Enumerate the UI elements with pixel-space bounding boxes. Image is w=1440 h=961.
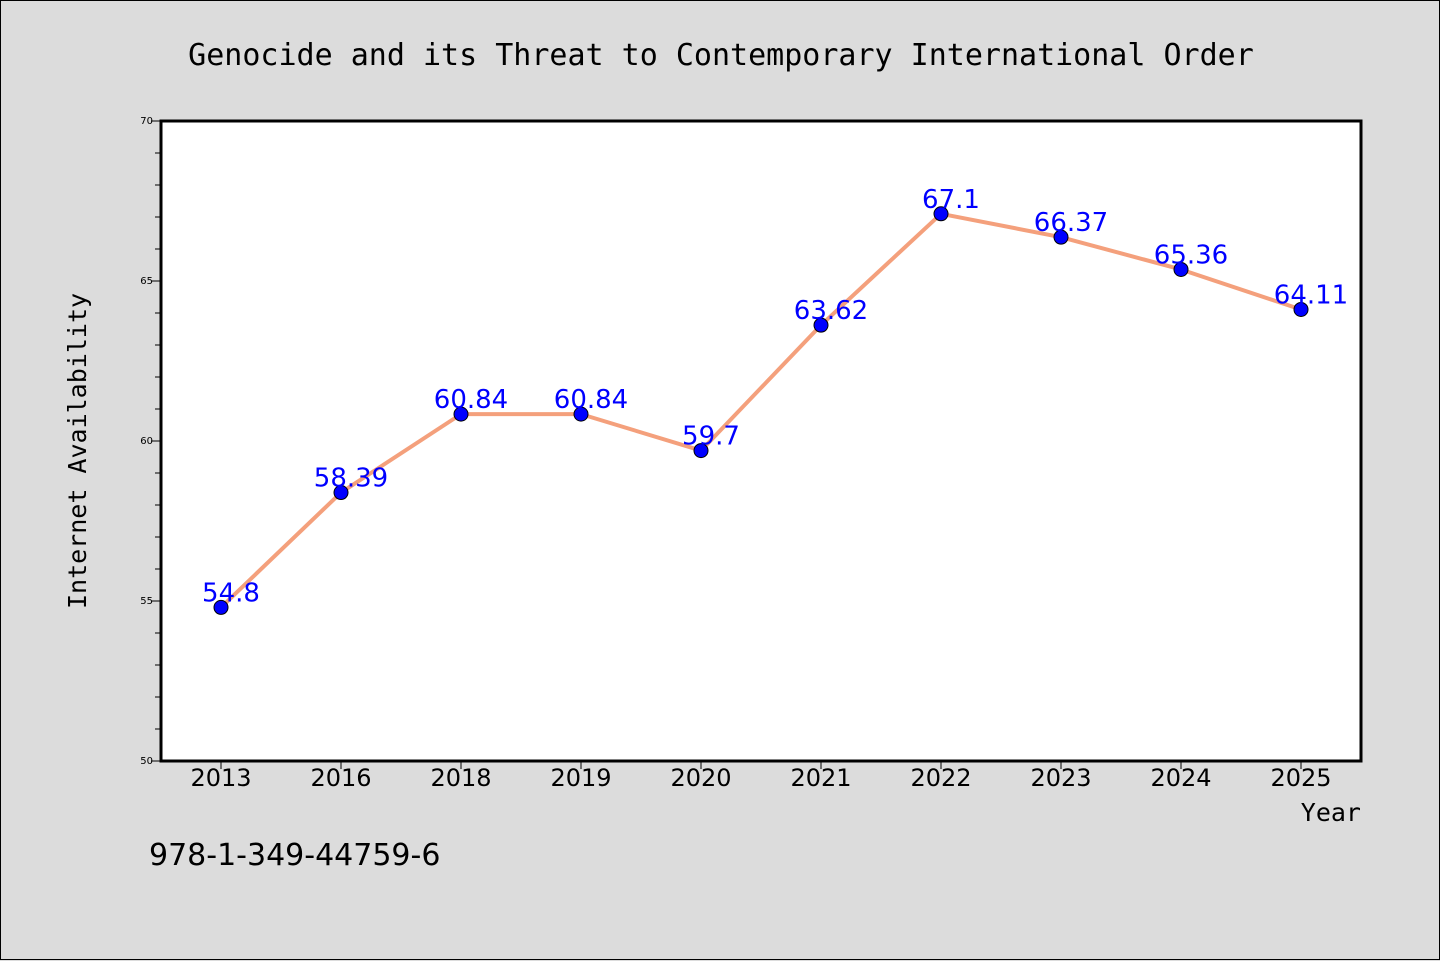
x-tick-label: 2021: [790, 764, 851, 792]
x-tick-label: 2025: [1270, 764, 1331, 792]
series-line: [219, 211, 1302, 609]
x-tick-label: 2018: [430, 764, 491, 792]
y-tick-label: 60: [140, 436, 153, 447]
data-point: [933, 206, 949, 222]
data-label: 60.84: [434, 385, 508, 415]
x-tick-label: 2016: [310, 764, 371, 792]
x-tick-label: 2022: [910, 764, 971, 792]
y-axis-ticks: 50 55 60 65 70: [140, 116, 161, 767]
x-axis-label: Year: [1301, 798, 1361, 827]
data-point: [813, 317, 829, 333]
y-axis-label: Internet Availability: [63, 293, 92, 609]
data-label: 59.7: [682, 422, 740, 452]
x-axis-ticks: 2013 2016 2018 2019 2020 2021 2022 2023 2024 2025: [190, 761, 1332, 792]
data-point: [573, 406, 589, 422]
data-point: [453, 406, 469, 422]
data-label: 54.8: [202, 578, 260, 608]
data-point: [333, 485, 349, 501]
data-point: [693, 443, 709, 459]
data-label: 65.36: [1154, 240, 1228, 270]
isbn-footer: 978-1-349-44759-6: [149, 838, 440, 873]
data-point: [1053, 229, 1069, 245]
data-label: 64.11: [1274, 280, 1348, 310]
x-tick-label: 2020: [670, 764, 731, 792]
data-label: 66.37: [1034, 208, 1108, 238]
x-tick-label: 2013: [190, 764, 251, 792]
y-tick-label: 70: [140, 116, 153, 127]
data-label: 60.84: [554, 385, 628, 415]
series-line-group: [219, 211, 1302, 609]
data-labels-group: 54.8 58.39 60.84 60.84 59.7 63.62 67.1 66.37 65.…: [202, 185, 1348, 609]
data-label: 63.62: [794, 296, 868, 326]
data-label: 67.1: [922, 185, 980, 215]
data-label: 58.39: [314, 464, 388, 494]
x-tick-label: 2023: [1030, 764, 1091, 792]
plot-area: [159, 119, 1363, 763]
data-point: [213, 599, 229, 615]
y-tick-label: 55: [140, 596, 153, 607]
x-tick-label: 2019: [550, 764, 611, 792]
y-tick-label: 65: [140, 276, 153, 287]
data-point: [1173, 261, 1189, 277]
y-tick-label: 50: [140, 756, 153, 767]
chart-title: Genocide and its Threat to Contemporary …: [188, 38, 1254, 73]
x-tick-label: 2024: [1150, 764, 1211, 792]
data-points-group: [213, 206, 1309, 615]
data-point: [1293, 301, 1309, 317]
